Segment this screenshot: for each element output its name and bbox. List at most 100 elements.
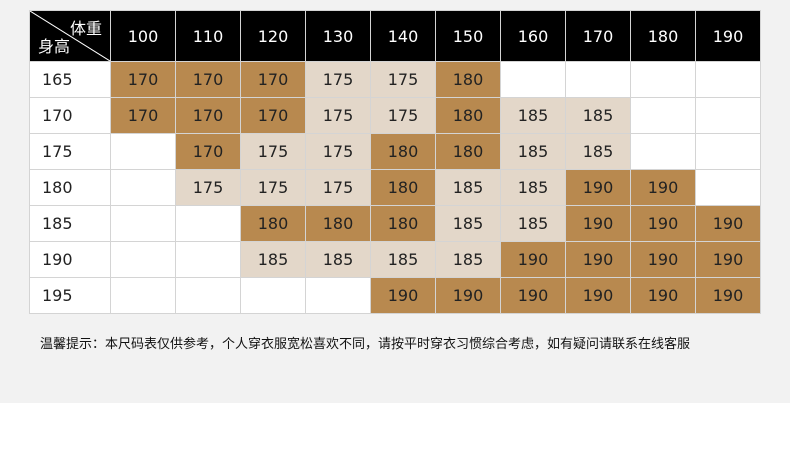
size-cell: 185 xyxy=(500,133,566,170)
size-cell: 190 xyxy=(695,277,761,314)
size-cell: 170 xyxy=(240,61,306,98)
size-cell: 190 xyxy=(630,241,696,278)
size-chart-table: 体重 身高 100 110 120 130 140 150 160 170 180 190 165… xyxy=(29,10,761,314)
size-cell xyxy=(630,133,696,170)
table-row: 190 185 185 185 185 190 190 190 190 xyxy=(29,241,761,278)
size-cell: 170 xyxy=(175,133,241,170)
table-row: 195 190 190 190 190 190 190 xyxy=(29,277,761,314)
size-cell: 175 xyxy=(305,133,371,170)
size-cell: 175 xyxy=(305,61,371,98)
corner-header: 体重 身高 xyxy=(29,10,111,62)
weight-header: 150 xyxy=(435,10,501,62)
size-cell: 190 xyxy=(695,205,761,242)
weight-header: 110 xyxy=(175,10,241,62)
size-cell: 190 xyxy=(565,277,631,314)
size-cell: 190 xyxy=(630,169,696,206)
height-cell: 195 xyxy=(29,277,111,314)
size-cell: 185 xyxy=(565,97,631,134)
size-cell xyxy=(110,133,176,170)
table-row: 185 180 180 180 185 185 190 190 190 xyxy=(29,205,761,242)
size-cell: 185 xyxy=(500,169,566,206)
size-cell: 185 xyxy=(500,205,566,242)
weight-header: 160 xyxy=(500,10,566,62)
size-cell xyxy=(175,205,241,242)
size-cell: 185 xyxy=(305,241,371,278)
size-cell: 185 xyxy=(500,97,566,134)
size-cell: 180 xyxy=(240,205,306,242)
size-cell xyxy=(110,205,176,242)
height-cell: 180 xyxy=(29,169,111,206)
size-cell: 185 xyxy=(435,205,501,242)
height-cell: 170 xyxy=(29,97,111,134)
size-cell: 185 xyxy=(565,133,631,170)
weight-header: 100 xyxy=(110,10,176,62)
size-cell: 175 xyxy=(370,97,436,134)
height-cell: 175 xyxy=(29,133,111,170)
size-cell xyxy=(110,277,176,314)
size-note: 温馨提示：本尺码表仅供参考，个人穿衣服宽松喜欢不同，请按平时穿衣习惯综合考虑，如… xyxy=(40,337,691,352)
size-cell: 170 xyxy=(240,97,306,134)
size-cell: 190 xyxy=(630,205,696,242)
size-cell: 185 xyxy=(435,169,501,206)
weight-header: 140 xyxy=(370,10,436,62)
size-cell: 175 xyxy=(370,61,436,98)
size-cell: 175 xyxy=(240,169,306,206)
size-cell xyxy=(695,61,761,98)
height-cell: 185 xyxy=(29,205,111,242)
size-cell: 180 xyxy=(435,97,501,134)
height-label: 身高 xyxy=(38,37,71,56)
size-cell: 180 xyxy=(435,133,501,170)
weight-header: 190 xyxy=(695,10,761,62)
size-cell: 190 xyxy=(435,277,501,314)
size-cell xyxy=(305,277,371,314)
size-cell: 190 xyxy=(565,205,631,242)
diagonal-line xyxy=(30,11,110,61)
height-cell: 190 xyxy=(29,241,111,278)
size-cell xyxy=(695,97,761,134)
size-cell: 175 xyxy=(240,133,306,170)
size-cell xyxy=(175,241,241,278)
size-cell xyxy=(630,97,696,134)
size-cell: 190 xyxy=(695,241,761,278)
table-row: 165 170 170 170 175 175 180 xyxy=(29,61,761,98)
size-cell: 170 xyxy=(110,97,176,134)
table-row: 180 175 175 175 180 185 185 190 190 xyxy=(29,169,761,206)
size-cell xyxy=(695,169,761,206)
size-cell: 190 xyxy=(565,169,631,206)
size-cell: 190 xyxy=(370,277,436,314)
size-cell xyxy=(110,241,176,278)
size-cell: 190 xyxy=(630,277,696,314)
weight-header: 170 xyxy=(565,10,631,62)
weight-header: 180 xyxy=(630,10,696,62)
size-cell: 190 xyxy=(565,241,631,278)
size-cell: 175 xyxy=(305,169,371,206)
size-cell: 170 xyxy=(175,97,241,134)
weight-label: 体重 xyxy=(69,19,102,38)
table-row: 175 170 175 175 180 180 185 185 xyxy=(29,133,761,170)
size-cell: 180 xyxy=(305,205,371,242)
size-cell xyxy=(565,61,631,98)
size-cell: 175 xyxy=(305,97,371,134)
size-cell: 175 xyxy=(175,169,241,206)
size-cell: 185 xyxy=(240,241,306,278)
weight-header: 130 xyxy=(305,10,371,62)
size-cell xyxy=(500,61,566,98)
height-cell: 165 xyxy=(29,61,111,98)
size-cell xyxy=(110,169,176,206)
size-cell: 170 xyxy=(110,61,176,98)
size-cell xyxy=(240,277,306,314)
size-cell: 180 xyxy=(370,133,436,170)
size-cell: 190 xyxy=(500,241,566,278)
size-cell: 180 xyxy=(370,169,436,206)
size-cell xyxy=(630,61,696,98)
size-cell: 190 xyxy=(500,277,566,314)
size-cell: 185 xyxy=(435,241,501,278)
size-cell: 170 xyxy=(175,61,241,98)
weight-header: 120 xyxy=(240,10,306,62)
size-cell xyxy=(695,133,761,170)
size-cell xyxy=(175,277,241,314)
size-cell: 180 xyxy=(435,61,501,98)
size-cell: 185 xyxy=(370,241,436,278)
table-row: 170 170 170 170 175 175 180 185 185 xyxy=(29,97,761,134)
size-cell: 180 xyxy=(370,205,436,242)
